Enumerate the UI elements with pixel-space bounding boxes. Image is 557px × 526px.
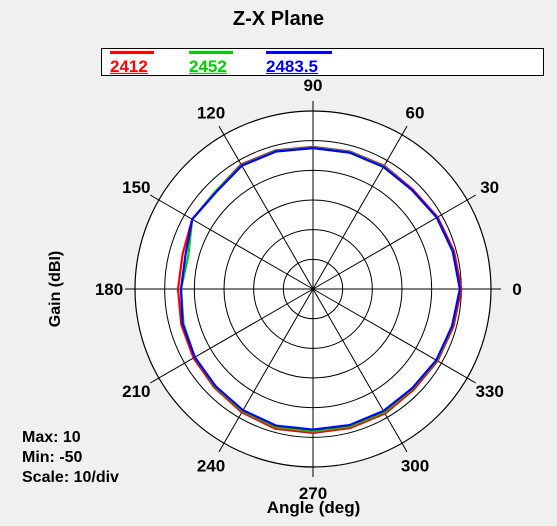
grid-spoke xyxy=(312,194,477,290)
scale-info: Max: 10 Min: -50 Scale: 10/div xyxy=(22,428,119,488)
angle-tick-label: 210 xyxy=(122,382,150,401)
x-axis-label: Angle (deg) xyxy=(266,498,361,517)
y-axis-label: Gain (dBI) xyxy=(47,250,64,328)
angle-tick-label: 270 xyxy=(299,484,327,503)
grid-spoke xyxy=(149,288,314,384)
min-label: Min: -50 xyxy=(22,449,83,466)
legend: 2412 2452 2483.5 xyxy=(101,48,544,76)
series-line-2483-5 xyxy=(179,147,461,431)
legend-swatch-2483-5 xyxy=(266,51,332,54)
grid-spoke xyxy=(218,288,314,453)
grid-spoke xyxy=(218,125,314,290)
angle-tick-label: 330 xyxy=(475,382,503,401)
legend-label-2452: 2452 xyxy=(189,57,227,76)
legend-label-2483-5: 2483.5 xyxy=(266,57,318,76)
legend-item-2483-5: 2483.5 xyxy=(266,51,332,76)
angle-tick-label: 240 xyxy=(197,457,225,476)
chart-title: Z-X Plane xyxy=(232,8,325,30)
legend-swatch-2412 xyxy=(110,51,154,54)
max-label: Max: 10 xyxy=(22,429,81,446)
angle-tick-label: 60 xyxy=(406,103,425,122)
angle-tick-label: 180 xyxy=(95,280,123,299)
angle-tick-label: 150 xyxy=(122,178,150,197)
legend-swatch-2452 xyxy=(189,51,233,54)
grid-spoke xyxy=(149,194,314,290)
scale-label: Scale: 10/div xyxy=(22,469,119,486)
angle-tick-labels: 0 30 60 90 120 150 180 210 240 270 300 330 xyxy=(95,76,522,503)
angle-tick-label: 90 xyxy=(304,76,323,95)
grid-spoke xyxy=(312,288,477,384)
polar-grid xyxy=(125,101,501,477)
angle-tick-label: 300 xyxy=(401,457,429,476)
angle-tick-label: 0 xyxy=(512,280,521,299)
angle-tick-label: 30 xyxy=(480,178,499,197)
angle-tick-label: 120 xyxy=(197,103,225,122)
legend-label-2412: 2412 xyxy=(110,57,148,76)
grid-spoke xyxy=(312,288,408,453)
legend-item-2452: 2452 xyxy=(189,51,233,76)
series-layer xyxy=(176,145,463,434)
grid-spoke xyxy=(312,125,408,290)
legend-item-2412: 2412 xyxy=(110,51,154,76)
